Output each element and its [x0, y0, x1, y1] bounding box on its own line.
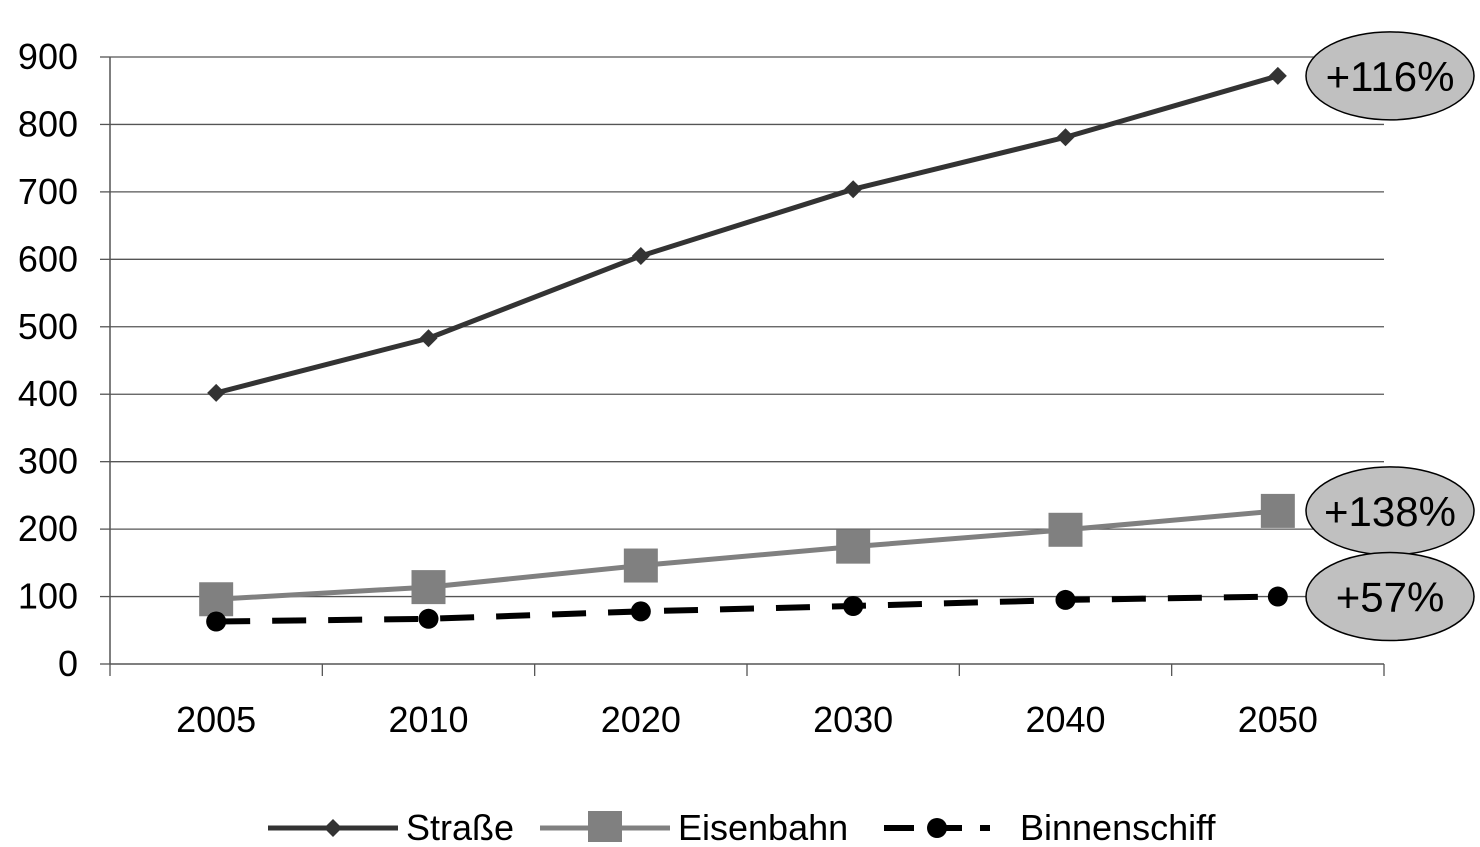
data-point-strasse	[1056, 128, 1075, 147]
annotation-label: +116%	[1326, 53, 1455, 100]
y-tick-label: 400	[18, 373, 78, 414]
x-tick-label: 2005	[176, 699, 256, 740]
annotation-bubble	[1305, 31, 1475, 121]
series-line-strasse	[215, 73, 1279, 396]
legend-label: Binnenschiff	[1020, 807, 1216, 842]
y-tick-label: 500	[18, 306, 78, 347]
legend-marker	[927, 818, 947, 838]
data-point-eisenbahn	[1260, 493, 1295, 528]
y-tick-label: 300	[18, 441, 78, 482]
x-tick-label: 2010	[388, 699, 468, 740]
legend-marker	[324, 819, 342, 837]
y-tick-label: 200	[18, 508, 78, 549]
y-tick-label: 700	[18, 171, 78, 212]
data-point-strasse	[844, 180, 863, 199]
data-point-binnenschiff	[206, 611, 227, 632]
x-tick-label: 2020	[601, 699, 681, 740]
data-point-eisenbahn	[623, 548, 658, 583]
data-point-strasse	[631, 246, 650, 265]
y-tick-label: 100	[18, 576, 78, 617]
data-point-eisenbahn	[199, 582, 234, 617]
data-point-eisenbahn	[411, 570, 446, 605]
annotation-bubble	[1305, 551, 1475, 642]
data-point-strasse	[419, 329, 438, 348]
y-tick-label: 0	[58, 643, 78, 684]
data-point-binnenschiff	[630, 601, 651, 622]
annotation-label: +138%	[1324, 488, 1456, 535]
data-point-eisenbahn	[836, 529, 871, 564]
series-line-eisenbahn	[216, 508, 1279, 602]
data-point-binnenschiff	[418, 608, 439, 629]
data-point-strasse	[207, 383, 226, 402]
data-point-eisenbahn	[1048, 512, 1083, 547]
x-tick-label: 2040	[1025, 699, 1105, 740]
data-point-binnenschiff	[1055, 589, 1076, 610]
data-point-strasse	[1268, 66, 1287, 85]
legend-label: Eisenbahn	[678, 807, 848, 842]
y-tick-label: 900	[18, 36, 78, 77]
series-line-binnenschiff	[216, 593, 1278, 625]
x-tick-label: 2050	[1238, 699, 1318, 740]
data-point-binnenschiff	[843, 595, 864, 616]
y-tick-label: 800	[18, 103, 78, 144]
annotation-label: +57%	[1336, 574, 1445, 621]
legend-label: Straße	[406, 807, 514, 842]
x-tick-label: 2030	[813, 699, 893, 740]
legend-marker	[588, 811, 622, 845]
y-tick-label: 600	[18, 238, 78, 279]
data-point-binnenschiff	[1267, 586, 1288, 607]
